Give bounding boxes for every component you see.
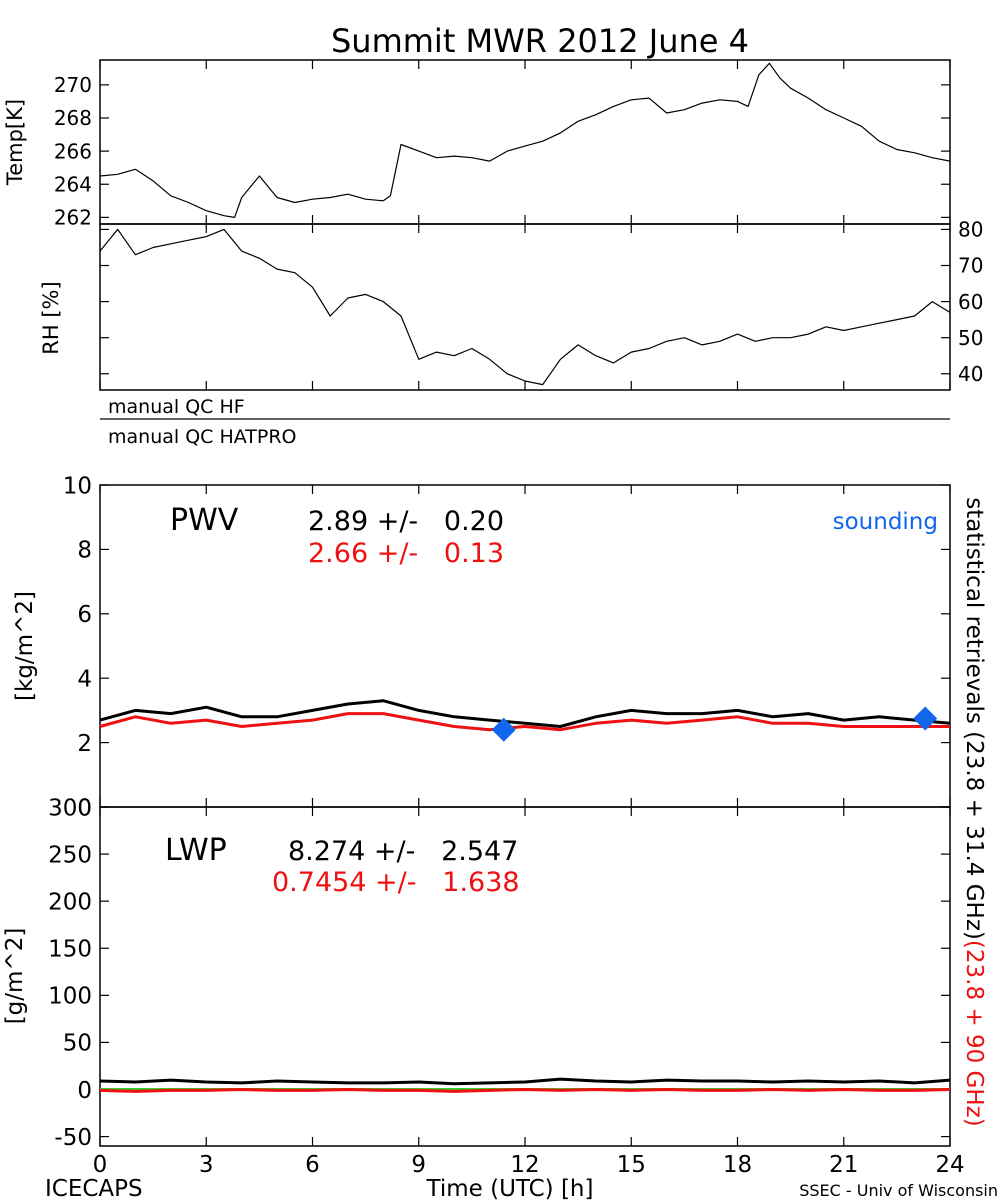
xtick-label: 9 xyxy=(411,1152,426,1178)
lwp-stat-red: 0.7454 +/- 1.638 xyxy=(272,867,520,898)
x-axis-label: Time (UTC) [h] xyxy=(426,1176,594,1200)
axis-ticks: 26226426626827040506070800246810-5005010… xyxy=(48,60,983,1178)
pwv-ytick-label: 8 xyxy=(77,538,92,564)
pwv-series-0 xyxy=(99,699,951,728)
temp-ytick-label: 264 xyxy=(54,172,92,196)
rh-ytick-label: 60 xyxy=(958,290,983,314)
lwp-series-2 xyxy=(99,1088,951,1093)
xtick-label: 3 xyxy=(199,1152,214,1178)
rh-ytick-label: 80 xyxy=(958,218,983,242)
lwp-ytick-label: 200 xyxy=(48,889,92,915)
lwp-ytick-label: 250 xyxy=(48,842,92,868)
pwv-stat-black: 2.89 +/- 0.20 xyxy=(308,506,504,537)
rh-series-0 xyxy=(99,228,951,386)
lwp-ytick-label: -50 xyxy=(54,1125,92,1151)
pwv-series-1 xyxy=(99,712,950,732)
temp-ytick-label: 268 xyxy=(54,106,92,130)
temp-ytick-label: 262 xyxy=(54,206,92,230)
lwp-ytick-label: 0 xyxy=(77,1078,92,1104)
lwp-ytick-label: 50 xyxy=(63,1031,92,1057)
sounding-legend: sounding xyxy=(833,509,938,535)
rh-axis-label: RH [%] xyxy=(39,281,63,354)
pwv-ytick-label: 10 xyxy=(63,473,92,499)
pwv-stat-red: 2.66 +/- 0.13 xyxy=(308,538,504,569)
temp-series-0 xyxy=(99,62,951,218)
temp-ytick-label: 270 xyxy=(54,73,92,97)
lwp-stat-black: 8.274 +/- 2.547 xyxy=(288,836,518,867)
xtick-label: 12 xyxy=(510,1152,539,1178)
lwp-ytick-label: 150 xyxy=(48,937,92,963)
footer-left: ICECAPS xyxy=(45,1176,143,1200)
retrieval-label-red: (23.8 + 90 GHz) xyxy=(961,940,987,1127)
pwv-ytick-label: 2 xyxy=(77,731,92,757)
lwp-label: LWP xyxy=(165,833,227,868)
sounding-marker-0 xyxy=(491,717,516,742)
xtick-label: 15 xyxy=(617,1152,646,1178)
temp-panel-frame xyxy=(99,59,951,225)
lwp-ytick-label: 100 xyxy=(48,984,92,1010)
retrieval-side-label: statistical retrievals (23.8 + 31.4 GHz)… xyxy=(961,497,987,1126)
pwv-ytick-label: 6 xyxy=(77,602,92,628)
pwv-axis-label: [kg/m^2] xyxy=(12,591,38,701)
sounding-marker-1 xyxy=(913,706,938,731)
pwv-ytick-label: 0 xyxy=(77,795,92,821)
rh-ytick-label: 50 xyxy=(958,326,983,350)
temp-ytick-label: 266 xyxy=(54,139,92,163)
pwv-ytick-label: 4 xyxy=(77,666,92,692)
xtick-label: 18 xyxy=(723,1152,752,1178)
footer-right: SSEC - Univ of Wisconsin xyxy=(799,1181,998,1200)
pwv-label: PWV xyxy=(170,503,239,538)
qc-hf-label: manual QC HF xyxy=(108,396,245,418)
lwp-ytick-label: 300 xyxy=(48,795,92,821)
figure-title: Summit MWR 2012 June 4 xyxy=(331,22,749,60)
xtick-label: 6 xyxy=(305,1152,320,1178)
lwp-panel-frame xyxy=(99,806,951,1147)
lwp-axis-label: [g/m^2] xyxy=(2,928,28,1025)
xtick-label: 24 xyxy=(935,1152,964,1178)
retrieval-label-black: statistical retrievals (23.8 + 31.4 GHz) xyxy=(961,497,987,940)
xtick-label: 21 xyxy=(829,1152,858,1178)
rh-ytick-label: 40 xyxy=(958,362,983,386)
temp-axis-label: Temp[K] xyxy=(3,99,27,186)
qc-hatpro-label: manual QC HATPRO xyxy=(108,426,297,448)
lwp-series-0 xyxy=(99,1077,951,1086)
data-lines xyxy=(99,62,951,1093)
rh-ytick-label: 70 xyxy=(958,254,983,278)
rh-panel-frame xyxy=(99,223,951,391)
xtick-label: 0 xyxy=(93,1152,108,1178)
